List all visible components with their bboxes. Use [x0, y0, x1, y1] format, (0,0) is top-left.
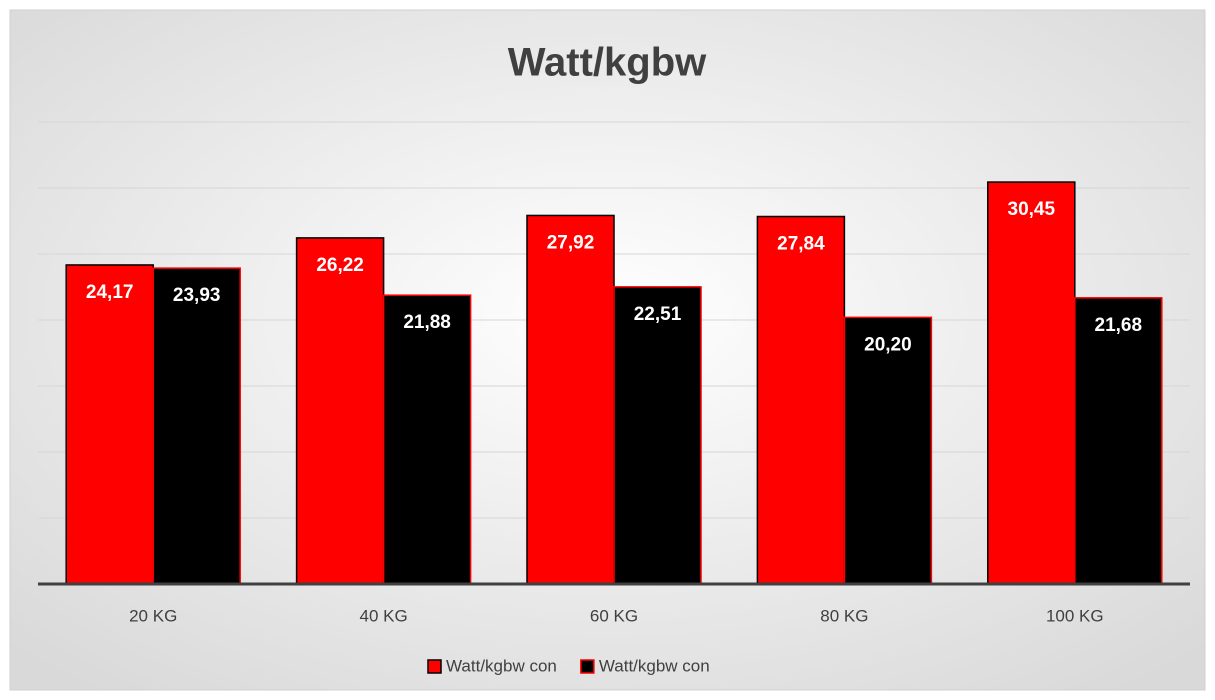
- chart-title: Watt/kgbw: [508, 41, 707, 85]
- data-label: 27,92: [547, 232, 595, 253]
- legend-swatch: [580, 659, 595, 674]
- bar: [382, 294, 472, 585]
- x-tick-label: 40 KG: [359, 606, 407, 625]
- data-label: 20,20: [864, 334, 912, 355]
- bar: [1074, 297, 1163, 585]
- x-tick-label: 20 KG: [129, 606, 177, 625]
- data-label: 24,17: [86, 282, 134, 303]
- bar: [295, 237, 385, 585]
- x-tick-label: 80 KG: [820, 606, 868, 625]
- legend-swatch: [427, 659, 442, 674]
- legend-label: Watt/kgbw con: [446, 656, 557, 675]
- data-label: 23,93: [173, 285, 221, 306]
- bar: [756, 215, 846, 585]
- data-label: 27,84: [777, 234, 825, 255]
- x-tick-label: 100 KG: [1046, 606, 1104, 625]
- legend-label: Watt/kgbw con: [599, 656, 710, 675]
- data-label: 30,45: [1008, 199, 1056, 220]
- bar: [526, 214, 615, 585]
- data-label: 26,22: [316, 255, 364, 276]
- x-tick-label: 60 KG: [590, 606, 638, 625]
- data-label: 21,68: [1095, 315, 1143, 336]
- data-label: 22,51: [634, 304, 682, 325]
- bar: [613, 286, 702, 585]
- data-label: 21,88: [403, 312, 451, 333]
- bar: [65, 264, 154, 585]
- bar: [987, 181, 1076, 585]
- bar: [843, 316, 933, 585]
- bar: [152, 267, 241, 585]
